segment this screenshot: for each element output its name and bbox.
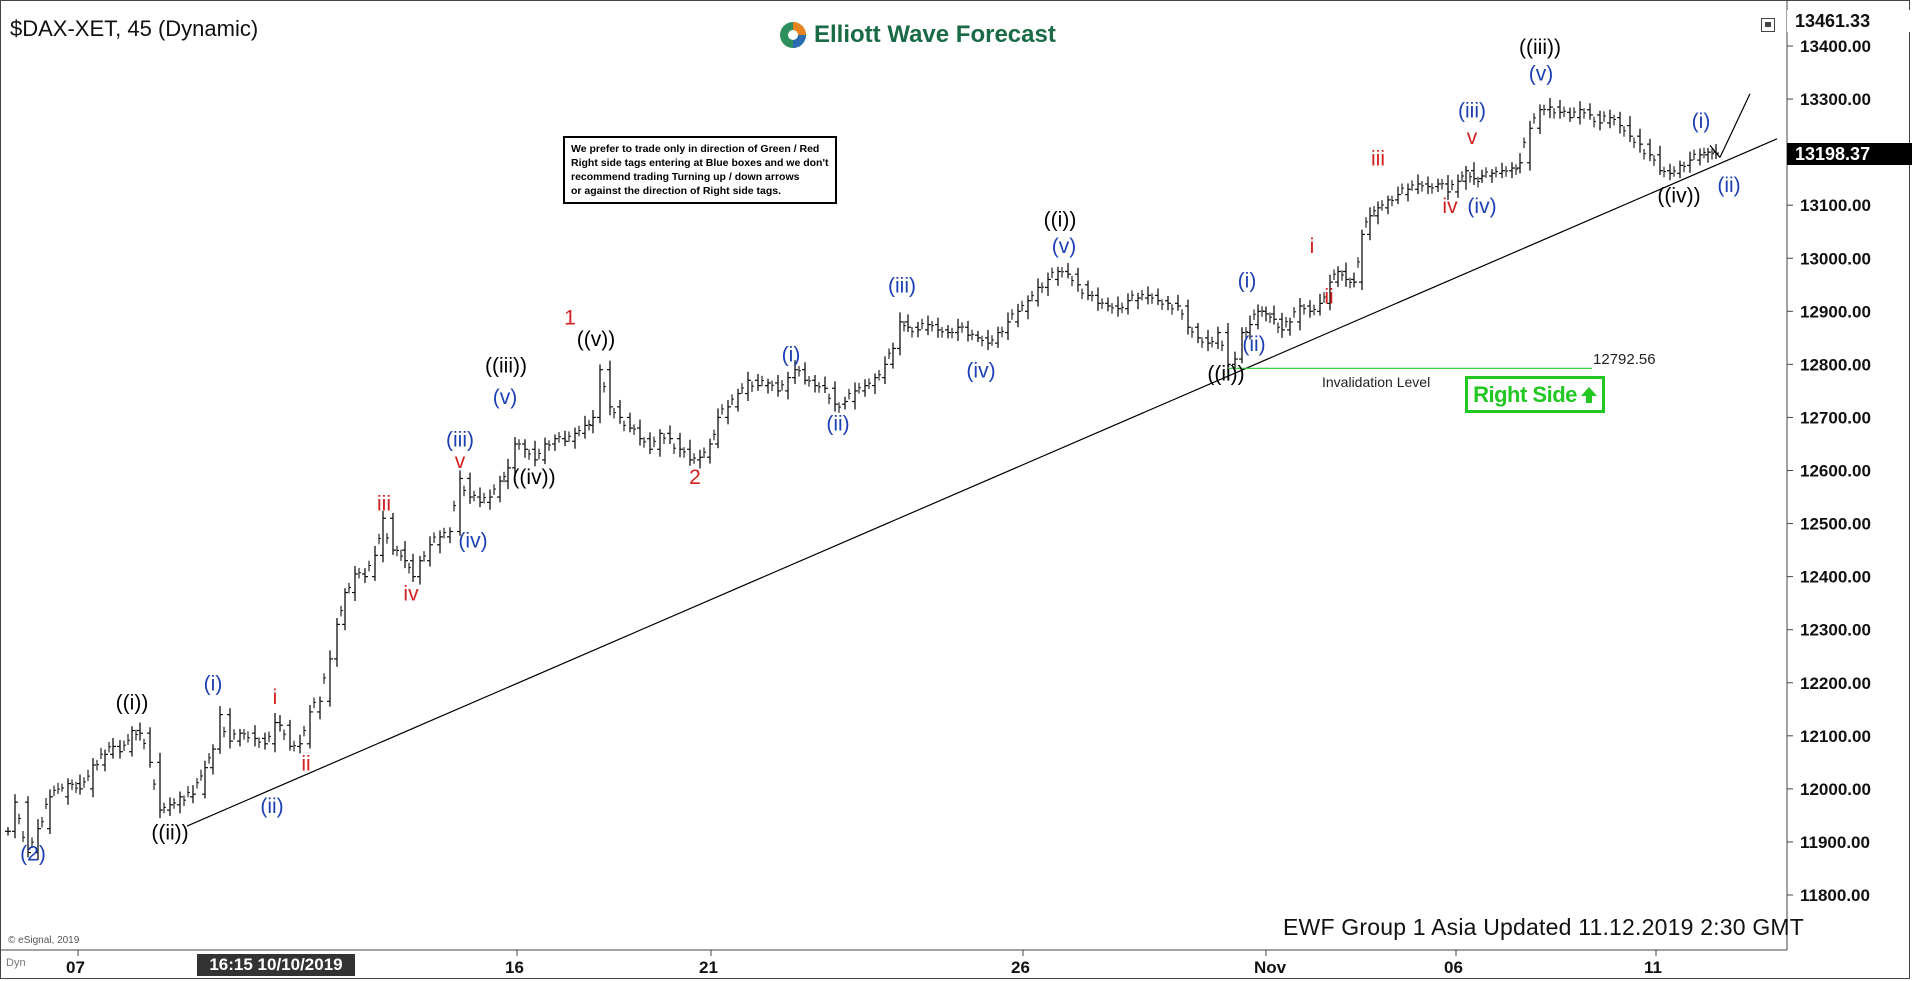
wave-label: (v): [493, 386, 518, 409]
wave-label: iv: [1442, 195, 1458, 218]
note-line: recommend trading Turning up / down arro…: [571, 171, 800, 183]
y-tick-label: 13400.00: [1800, 37, 1871, 56]
plot-area: (2)((i))((ii))(i)(ii)iiiiiiivv(iii)(iv)(…: [5, 36, 1778, 866]
y-tick-label: 13000.00: [1800, 249, 1871, 268]
wave-label: ((i)): [116, 691, 149, 714]
x-axis: 07 16 21 26 Nov 06 11: [0, 949, 1787, 977]
wave-label: iii: [1371, 147, 1385, 170]
x-tick-label: 26: [1011, 958, 1030, 977]
y-tick-label: 12800.00: [1800, 355, 1871, 374]
y-tick-label: 12600.00: [1800, 462, 1871, 481]
x-tick-label: 16: [505, 958, 524, 977]
wave-label: (iii): [446, 429, 474, 452]
wave-label: iv: [403, 583, 419, 606]
wave-label: (i): [204, 673, 223, 696]
wave-label: (ii): [260, 795, 283, 818]
window-restore-icon[interactable]: [1761, 18, 1775, 32]
y-tick-label: 13300.00: [1800, 90, 1871, 109]
note-line: Right side tags entering at Blue boxes a…: [571, 157, 829, 169]
wave-label: (i): [1692, 110, 1711, 133]
wave-label: (iv): [458, 529, 487, 552]
logo-text: Elliott Wave Forecast: [814, 21, 1056, 48]
wave-label: (2): [20, 843, 46, 866]
x-tick-label: 11: [1644, 958, 1662, 977]
last-price-tag: 13198.37: [1787, 143, 1912, 165]
wave-label: (ii): [1717, 174, 1740, 197]
wave-label: i: [273, 686, 278, 709]
update-footer: EWF Group 1 Asia Updated 11.12.2019 2:30…: [1283, 914, 1805, 940]
y-tick-label: 12200.00: [1800, 674, 1871, 693]
wave-label: (iv): [966, 360, 995, 383]
wave-label: 1: [564, 307, 576, 330]
wave-label: ((iii)): [1519, 36, 1561, 59]
x-tick-label: 06: [1444, 958, 1463, 977]
y-tick-label: 12300.00: [1800, 621, 1871, 640]
arrow-up-icon: [1580, 387, 1597, 403]
projection-line: [1709, 145, 1721, 158]
wave-label: (ii): [826, 413, 849, 436]
wave-label: ii: [1324, 285, 1333, 308]
x-tick-label: Nov: [1254, 958, 1287, 977]
wave-label: iii: [377, 492, 391, 515]
wave-label: ((v)): [577, 328, 615, 351]
x-tick-label: 21: [699, 958, 718, 977]
wave-label: (ii): [1242, 333, 1265, 356]
wave-label: (iv): [1467, 195, 1496, 218]
x-tick-label: 07: [66, 958, 85, 977]
y-axis: 11800.00 11900.00 12000.00 12100.00 12200.00…: [1786, 0, 1871, 950]
invalidation-label: Invalidation Level: [1322, 374, 1431, 390]
y-tick-label: 12000.00: [1800, 780, 1871, 799]
wave-label: ii: [301, 752, 310, 775]
note-line: We prefer to trade only in direction of …: [571, 143, 820, 155]
y-tick-label: 12100.00: [1800, 727, 1871, 746]
y-tick-label: 12700.00: [1800, 408, 1871, 427]
trend-line: [186, 138, 1778, 827]
wave-label: v: [1467, 126, 1478, 149]
wave-label: (iii): [888, 275, 916, 298]
projection-line: [1719, 93, 1751, 158]
top-price-tag: 13461.33: [1787, 10, 1912, 32]
wave-label: (i): [1238, 269, 1257, 292]
logo-icon: [778, 20, 808, 50]
wave-label: (v): [1052, 235, 1077, 258]
trading-note-box: We prefer to trade only in direction of …: [563, 136, 837, 204]
y-tick-label: 13100.00: [1800, 196, 1871, 215]
wave-label: 2: [689, 466, 701, 489]
wave-label: ((ii)): [151, 821, 188, 844]
wave-label: ((i)): [1044, 208, 1077, 231]
y-tick-label: 11900.00: [1800, 833, 1870, 852]
invalidation-price: 12792.56: [1593, 351, 1656, 368]
y-tick-label: 12900.00: [1800, 302, 1871, 321]
wave-label: (v): [1529, 62, 1554, 85]
wave-label: ((iv)): [512, 466, 555, 489]
note-line: or against the direction of Right side t…: [571, 185, 782, 197]
wave-label: (i): [782, 344, 801, 367]
right-side-label: Right Side: [1473, 381, 1577, 407]
cursor-time-tag: 16:15 10/10/2019: [197, 954, 355, 976]
wave-label: ((ii)): [1207, 362, 1244, 385]
dyn-label: Dyn: [6, 957, 26, 969]
wave-label: v: [455, 450, 466, 473]
wave-label: ((iv)): [1657, 185, 1700, 208]
y-tick-label: 12400.00: [1800, 568, 1871, 587]
y-tick-label: 11800.00: [1800, 886, 1870, 905]
wave-label: (iii): [1458, 100, 1486, 123]
brand-logo: Elliott Wave Forecast: [778, 20, 1056, 50]
right-side-tag: Right Side: [1465, 376, 1605, 413]
copyright-text: © eSignal, 2019: [8, 935, 80, 946]
wave-label: i: [1310, 235, 1315, 258]
y-tick-label: 12500.00: [1800, 515, 1871, 534]
chart-title: $DAX-XET, 45 (Dynamic): [10, 16, 259, 41]
wave-label: ((iii)): [485, 354, 527, 377]
